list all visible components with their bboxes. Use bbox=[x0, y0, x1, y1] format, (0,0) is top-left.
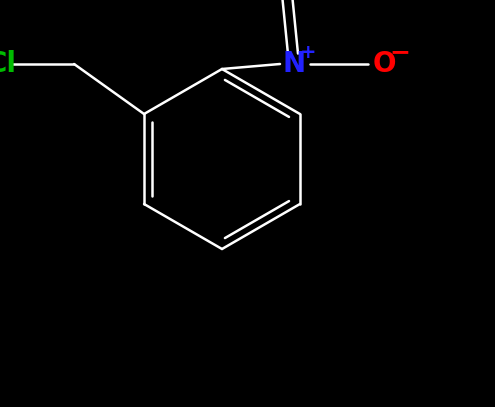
Text: O: O bbox=[372, 50, 396, 78]
Text: Cl: Cl bbox=[0, 50, 17, 78]
Text: N: N bbox=[283, 50, 305, 78]
Text: −: − bbox=[390, 40, 410, 64]
Text: +: + bbox=[300, 42, 316, 61]
